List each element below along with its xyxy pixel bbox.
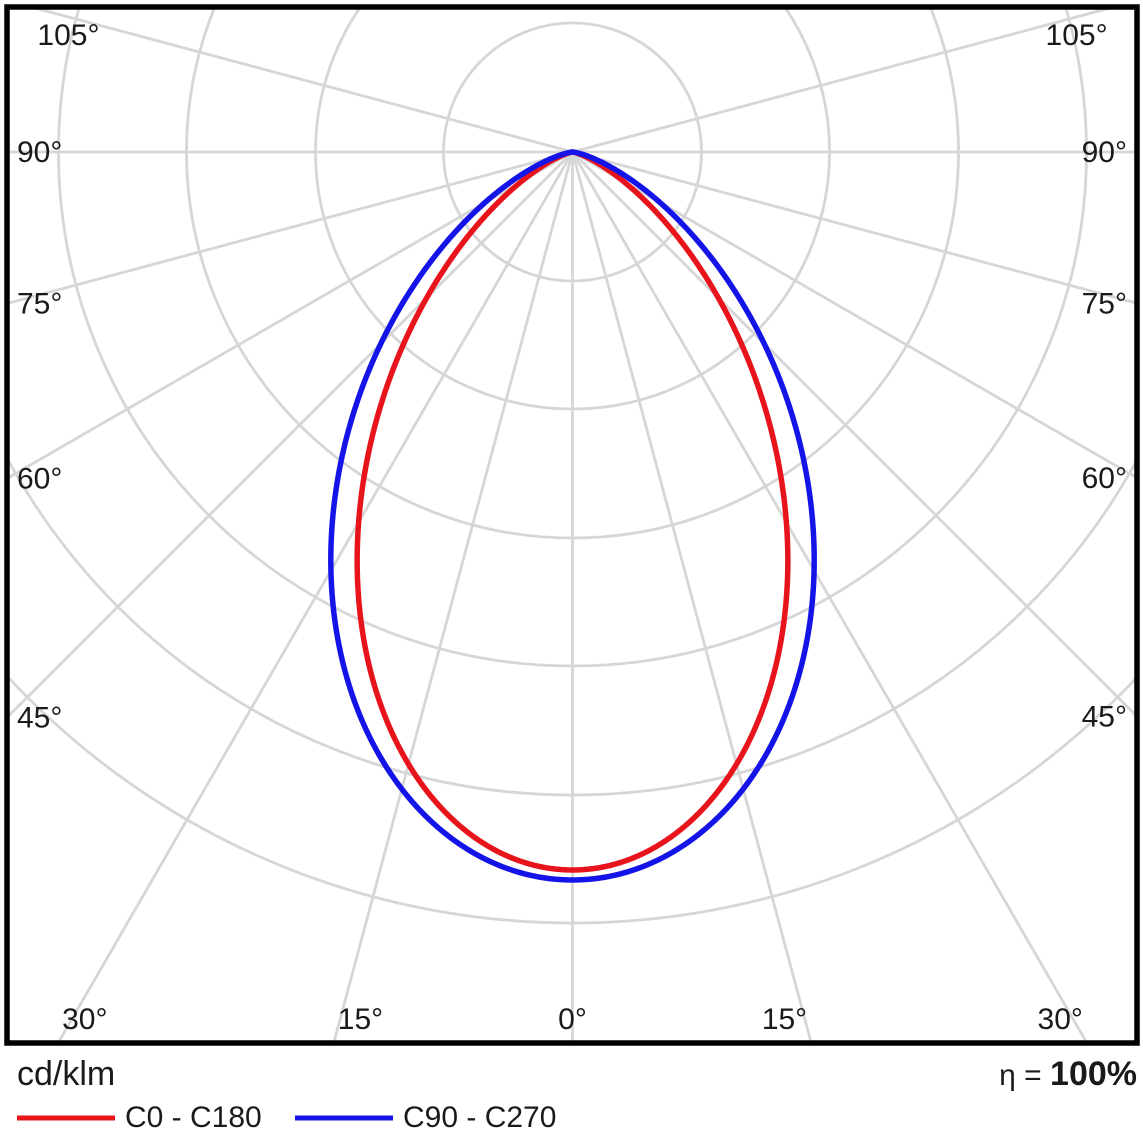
svg-text:75°: 75° xyxy=(1082,287,1127,320)
svg-text:45°: 45° xyxy=(17,702,62,735)
svg-text:30°: 30° xyxy=(62,1003,107,1036)
svg-text:15°: 15° xyxy=(762,1003,807,1036)
svg-text:C0 - C180: C0 - C180 xyxy=(125,1101,262,1134)
svg-text:90°: 90° xyxy=(1082,136,1127,169)
svg-text:η = 100%: η = 100% xyxy=(999,1055,1137,1093)
svg-text:C90 - C270: C90 - C270 xyxy=(403,1101,556,1134)
svg-text:60°: 60° xyxy=(17,463,62,496)
svg-text:0°: 0° xyxy=(558,1003,587,1036)
svg-text:45°: 45° xyxy=(1082,701,1127,734)
svg-text:105°: 105° xyxy=(1046,19,1108,52)
svg-text:cd/klm: cd/klm xyxy=(17,1055,115,1093)
svg-text:15°: 15° xyxy=(338,1003,383,1036)
svg-text:30°: 30° xyxy=(1038,1003,1083,1036)
svg-text:60°: 60° xyxy=(1082,462,1127,495)
svg-text:75°: 75° xyxy=(17,288,62,321)
svg-text:90°: 90° xyxy=(17,136,62,169)
svg-text:105°: 105° xyxy=(37,19,99,52)
